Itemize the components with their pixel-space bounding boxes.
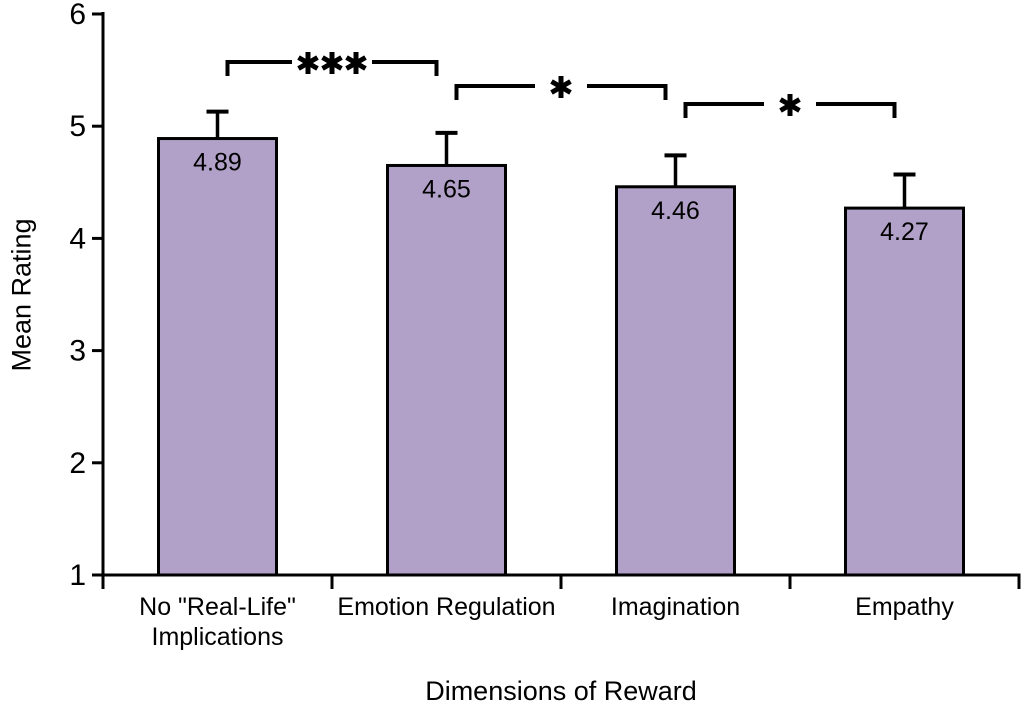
bar-value-label: 4.65 [422, 175, 471, 203]
significance-bracket-right [372, 60, 439, 76]
category-label: No "Real-Life" [139, 593, 296, 621]
bar-value-label: 4.46 [651, 197, 700, 225]
y-axis-title: Mean Rating [6, 218, 37, 372]
bar-value-label: 4.27 [880, 218, 929, 246]
category-label: Imagination [611, 593, 740, 621]
category-label: Empathy [855, 593, 954, 621]
significance-bracket-right [816, 102, 897, 118]
asterisk-glyph [297, 55, 319, 71]
significance-bracket-left [683, 102, 764, 118]
asterisk-glyph [321, 55, 343, 71]
asterisk-glyph [779, 97, 801, 113]
asterisk-glyph [550, 79, 572, 95]
y-tick-label: 3 [69, 335, 86, 368]
bar [844, 206, 965, 577]
category-label: Emotion Regulation [337, 593, 555, 621]
y-tick-label: 6 [69, 0, 86, 31]
y-tick-label: 4 [69, 222, 86, 255]
bar [386, 163, 507, 577]
significance-bracket-left [454, 84, 535, 100]
y-tick-label: 5 [69, 110, 86, 143]
bar [615, 185, 736, 577]
significance-bracket-right [587, 84, 668, 100]
category-label: Implications [152, 623, 284, 651]
y-tick-label: 2 [69, 447, 86, 480]
asterisk-glyph [345, 55, 367, 71]
significance-bracket-left [225, 60, 292, 76]
bar-value-label: 4.89 [193, 149, 242, 177]
y-tick-label: 1 [69, 559, 86, 592]
bar [157, 137, 278, 577]
x-axis-title: Dimensions of Reward [425, 676, 697, 706]
